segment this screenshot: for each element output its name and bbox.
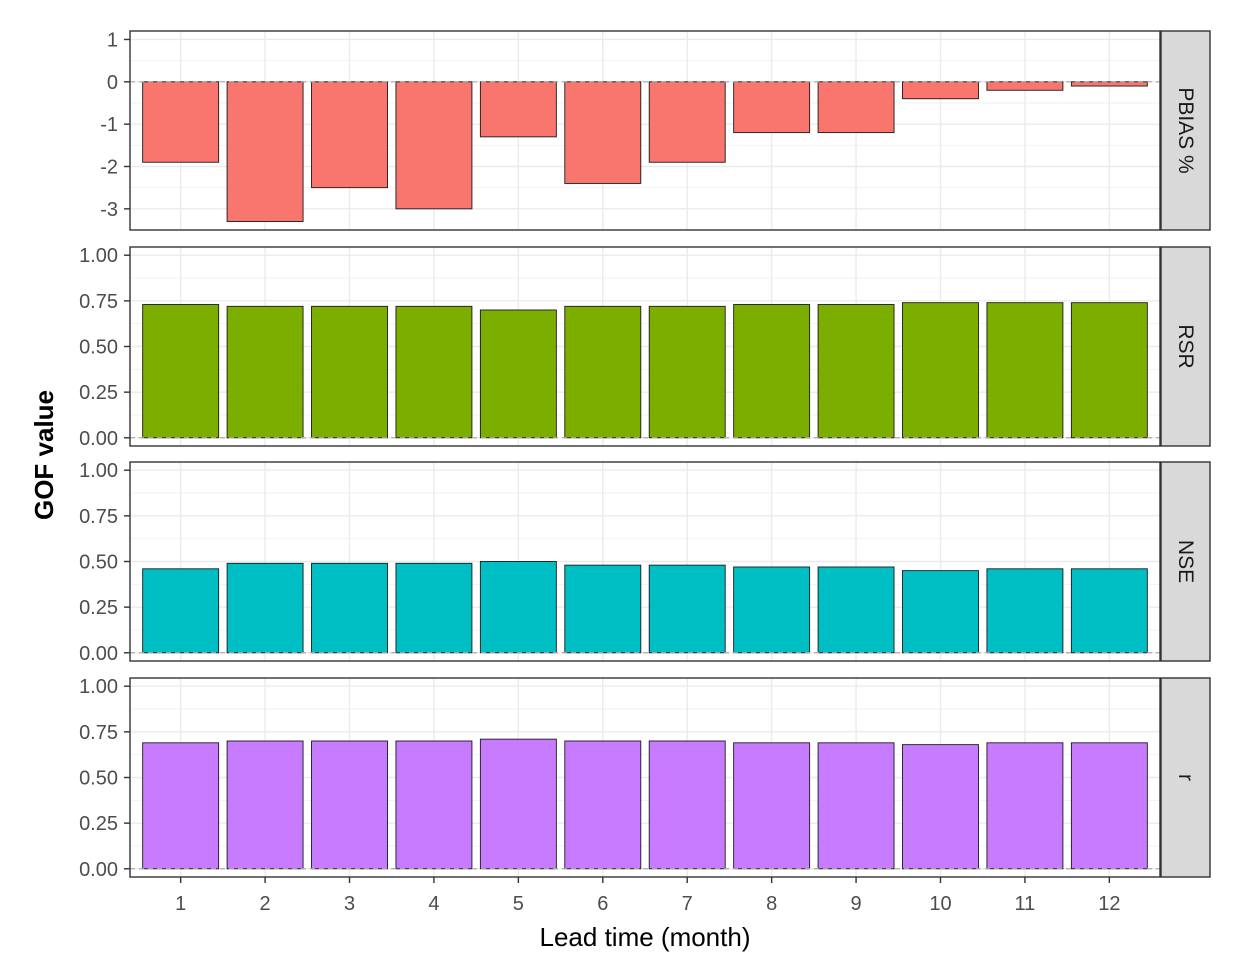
x-axis-title: Lead time (month) [540, 922, 751, 952]
bar-rsr-4 [395, 305, 473, 439]
bar-pbias-7 [648, 81, 726, 163]
bar-pbias-12 [1070, 81, 1148, 87]
y-tick-label: 1.00 [79, 460, 118, 482]
bar-rsr-11 [986, 302, 1064, 439]
bar-pbias-6 [564, 81, 642, 184]
x-axis: 1 2 3 4 5 6 7 8 9 10 11 12 [175, 877, 1120, 915]
bar-nse-12 [1070, 568, 1148, 654]
y-tick-label: 0.25 [79, 382, 118, 404]
bar-pbias-1 [142, 81, 220, 163]
x-tick-label: 2 [260, 893, 271, 915]
bar-r-10 [902, 744, 979, 870]
facet-strip-label: RSR [1174, 324, 1197, 368]
y-tick-label: 0.00 [79, 643, 118, 665]
bar-nse-8 [733, 566, 811, 654]
y-tick-label: 1.00 [79, 245, 118, 267]
bar-rsr-5 [479, 309, 557, 439]
y-tick-label: 1 [107, 29, 118, 51]
y-tick-label: 0.50 [79, 552, 118, 574]
y-tick-label: -3 [100, 199, 118, 221]
bar-nse-11 [986, 568, 1064, 654]
x-tick-label: 1 [175, 893, 186, 915]
y-tick-label: 0.50 [79, 337, 118, 359]
panel-border [129, 30, 1161, 231]
facet-strip [1160, 30, 1211, 231]
panel-2: 1.00 0.75 0.50 0.25 0.00 RSR [79, 245, 1211, 450]
bar-rsr-6 [564, 305, 642, 439]
bar-rsr-1 [142, 304, 220, 439]
bar-nse-7 [648, 564, 726, 654]
bar-r-5 [479, 738, 557, 870]
x-tick-label: 5 [513, 893, 524, 915]
y-tick-label: 0 [107, 72, 118, 94]
bar-nse-5 [479, 561, 557, 654]
panel-4: 1.00 0.75 0.50 0.25 0.00 r [79, 676, 1211, 881]
panel-3: 1.00 0.75 0.50 0.25 0.00 NSE [79, 460, 1211, 665]
bar-rsr-9 [817, 304, 895, 439]
bar-pbias-10 [902, 81, 979, 100]
y-tick-label: 0.75 [79, 722, 118, 744]
bar-r-6 [564, 740, 642, 870]
y-tick-label: -1 [100, 114, 118, 136]
bar-rsr-10 [902, 302, 979, 439]
facet-strip [1160, 246, 1211, 447]
x-tick-label: 9 [851, 893, 862, 915]
bar-pbias-4 [395, 81, 473, 210]
bar-pbias-3 [311, 81, 388, 189]
facet-strip [1160, 677, 1211, 878]
bar-r-4 [395, 740, 473, 870]
x-tick-label: 7 [682, 893, 693, 915]
bar-r-11 [986, 742, 1064, 870]
bar-r-2 [226, 740, 304, 870]
panel-1: 1 0 -1 -2 -3 PBIAS % [100, 29, 1211, 231]
bar-rsr-3 [311, 305, 388, 439]
bar-nse-10 [902, 570, 979, 654]
y-tick-label: -2 [100, 156, 118, 178]
bar-pbias-2 [226, 81, 304, 222]
bar-r-3 [311, 740, 388, 870]
bar-r-8 [733, 742, 811, 870]
bar-rsr-12 [1070, 302, 1148, 439]
y-tick-label: 0.00 [79, 428, 118, 450]
bar-pbias-8 [733, 81, 811, 134]
facet-strip [1160, 461, 1211, 662]
y-axis-title: GOF value [29, 390, 59, 520]
facet-strip-label: r [1174, 774, 1197, 781]
x-tick-label: 12 [1098, 893, 1120, 915]
x-tick-label: 11 [1015, 893, 1036, 915]
bar-nse-3 [311, 562, 388, 654]
x-tick-label: 6 [597, 893, 608, 915]
x-tick-label: 3 [344, 893, 355, 915]
y-tick-label: 0.25 [79, 597, 118, 619]
bar-rsr-7 [648, 305, 726, 439]
y-tick-label: 0.75 [79, 291, 118, 313]
y-tick-label: 1.00 [79, 676, 118, 698]
bar-nse-2 [226, 562, 304, 654]
facet-strip-label: NSE [1174, 540, 1197, 583]
y-tick-label: 0.25 [79, 813, 118, 835]
bar-r-1 [142, 742, 220, 870]
bar-r-9 [817, 742, 895, 870]
bar-nse-1 [142, 568, 220, 654]
bar-rsr-2 [226, 305, 304, 439]
y-tick-label: 0.00 [79, 859, 118, 881]
x-tick-label: 8 [766, 893, 777, 915]
bar-r-12 [1070, 742, 1148, 870]
bar-pbias-5 [479, 81, 557, 138]
bar-nse-4 [395, 562, 473, 654]
x-tick-label: 4 [428, 893, 439, 915]
bar-pbias-9 [817, 81, 895, 134]
x-tick-label: 10 [929, 893, 951, 915]
facet-strip-label: PBIAS % [1174, 87, 1197, 173]
y-tick-label: 0.75 [79, 506, 118, 528]
bar-nse-6 [564, 564, 642, 654]
y-tick-label: 0.50 [79, 768, 118, 790]
bar-pbias-11 [986, 81, 1064, 91]
bar-r-7 [648, 740, 726, 870]
bar-rsr-8 [733, 304, 811, 439]
bar-nse-9 [817, 566, 895, 654]
